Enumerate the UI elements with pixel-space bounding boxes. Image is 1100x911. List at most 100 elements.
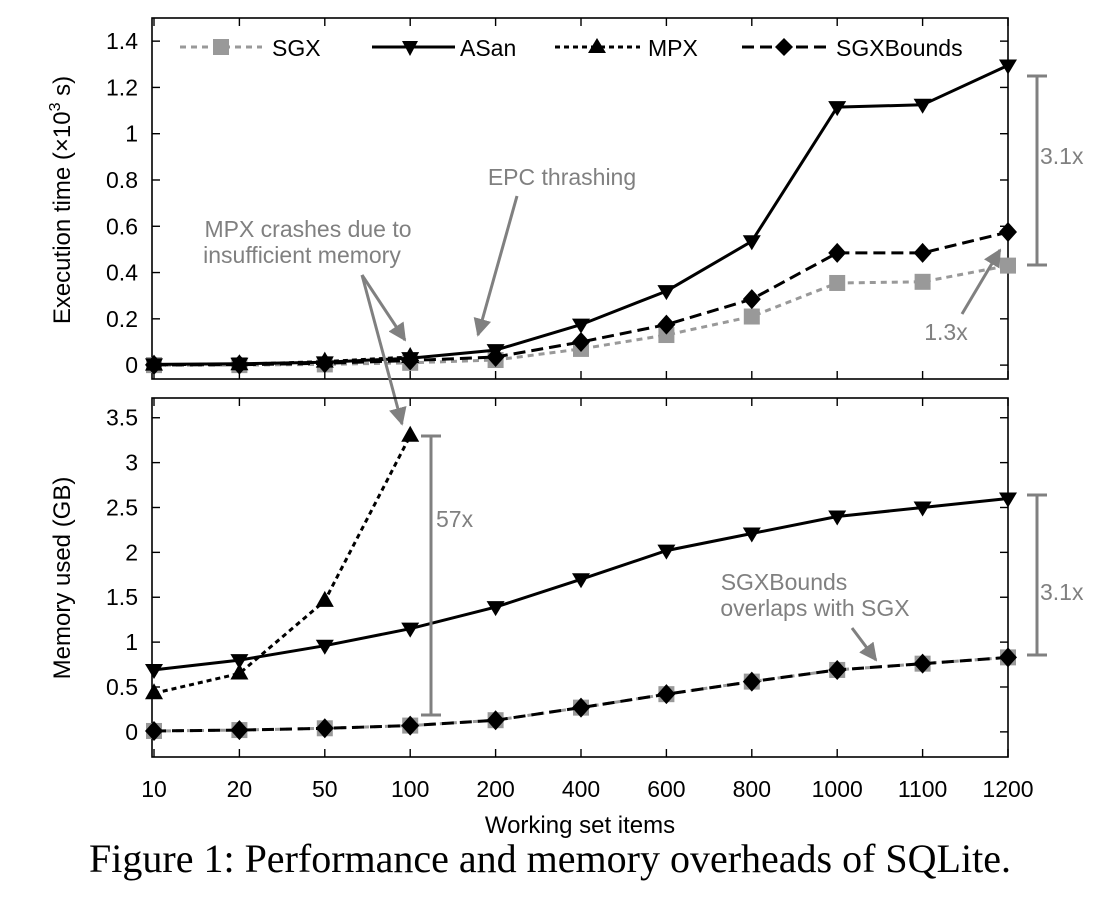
data-point-sgxbounds <box>999 647 1017 668</box>
data-point-mpx <box>315 590 334 607</box>
data-point-sgxbounds <box>742 671 761 692</box>
bottom-y-ticks: 0 0.5 1 1.5 2 2.5 3 3.5 <box>106 405 1008 745</box>
data-point-asan <box>572 573 590 589</box>
x-axis-ticks: 10 20 50 100 200 400 600 800 1000 1100 1200 <box>141 18 1034 802</box>
bottom-ratio-bracket <box>1027 493 1047 657</box>
data-point-sgxbounds <box>401 350 420 371</box>
bottom-ratio-label: 3.1x <box>1040 579 1084 605</box>
y-tick-label: 2 <box>125 539 138 565</box>
y-tick-label: 0 <box>125 352 138 378</box>
data-point-asan <box>999 59 1017 75</box>
legend-sgxbounds-marker <box>775 38 793 56</box>
mpx-crash-label-line1: MPX crashes due to <box>204 216 411 242</box>
y-tick-label: 0.8 <box>106 167 138 193</box>
legend-sgx-marker <box>213 39 229 55</box>
data-point-sgxbounds <box>657 314 676 335</box>
y-tick-label: 0.5 <box>106 674 138 700</box>
overlap-label-line2: overlaps with SGX <box>720 595 909 621</box>
data-point-sgxbounds <box>742 289 761 310</box>
x-tick-label: 400 <box>562 776 600 802</box>
bottom-series <box>145 425 1017 741</box>
data-point-sgxbounds <box>657 684 676 705</box>
x-tick-label: 800 <box>733 776 771 802</box>
data-point-sgxbounds <box>913 653 932 674</box>
y-tick-label: 0.6 <box>106 213 138 239</box>
x-tick-label: 1200 <box>982 776 1033 802</box>
data-point-sgx <box>914 273 931 290</box>
data-point-asan <box>999 492 1017 508</box>
legend-item-mpx: MPX <box>555 35 698 61</box>
data-point-sgxbounds <box>486 710 505 731</box>
data-point-sgxbounds <box>401 715 420 736</box>
data-point-asan <box>913 98 932 114</box>
x-tick-label: 600 <box>647 776 685 802</box>
data-point-asan <box>401 622 420 638</box>
x-tick-label: 20 <box>227 776 253 802</box>
data-point-sgxbounds <box>145 354 163 375</box>
data-point-sgxbounds <box>572 331 590 352</box>
data-point-asan <box>742 527 761 543</box>
mpx-crash-label-line2: insufficient memory <box>203 242 401 268</box>
legend-sgx-label: SGX <box>272 35 321 61</box>
legend-asan-marker <box>402 41 418 56</box>
y-tick-label: 1.4 <box>106 28 138 54</box>
mpx-crash-arrow-top <box>360 274 407 342</box>
sgxbounds-ratio-arrow <box>960 248 1002 315</box>
top-ratio-bracket <box>1027 74 1047 267</box>
data-point-sgxbounds <box>315 718 334 739</box>
data-point-sgxbounds <box>572 697 590 718</box>
bottom-y-axis-label: Memory used (GB) <box>49 477 76 680</box>
epc-thrashing-arrow <box>473 195 519 337</box>
data-point-sgxbounds <box>230 354 249 375</box>
memory-panel: 0 0.5 1 1.5 2 2.5 3 3.5 Memory used (GB) 57x 3.… <box>49 397 1084 758</box>
data-point-asan <box>657 544 676 560</box>
y-tick-label: 3 <box>125 450 138 476</box>
data-point-sgx <box>743 308 760 325</box>
data-point-sgxbounds <box>999 222 1017 243</box>
top-plot-frame <box>151 17 1009 380</box>
data-point-asan <box>657 285 676 301</box>
data-point-sgxbounds <box>828 242 847 263</box>
legend: SGX ASan MPX SGXBounds <box>180 35 963 61</box>
y-tick-label: 0 <box>125 719 138 745</box>
top-ratio-label: 3.1x <box>1040 143 1084 169</box>
x-tick-label: 100 <box>391 776 429 802</box>
data-point-asan <box>486 601 505 617</box>
data-point-sgxbounds <box>828 659 847 680</box>
mpx-ratio-label: 57x <box>436 506 474 532</box>
data-point-mpx <box>230 663 249 680</box>
y-tick-label: 1 <box>125 121 138 147</box>
data-point-asan <box>572 318 590 334</box>
data-point-asan <box>828 101 847 117</box>
data-point-asan <box>315 639 334 655</box>
overlap-label-line1: SGXBounds <box>721 569 848 595</box>
execution-time-panel: 0 0.2 0.4 0.6 0.8 1 1.2 1.4 Execution time (×10… <box>47 17 1084 426</box>
data-point-asan <box>742 235 761 251</box>
series-line-sgx <box>153 655 1009 733</box>
data-point-sgx <box>829 274 846 291</box>
series-line-sgxbounds <box>153 230 1009 367</box>
series-line-mpx <box>153 435 412 695</box>
top-y-axis-label: Execution time (×103 s) <box>47 76 76 324</box>
top-y-ticks: 0 0.2 0.4 0.6 0.8 1 1.2 1.4 <box>106 28 1008 378</box>
legend-mpx-label: MPX <box>648 35 698 61</box>
data-point-asan <box>145 663 163 679</box>
data-point-sgxbounds <box>486 347 505 368</box>
x-tick-label: 50 <box>312 776 338 802</box>
bottom-plot-frame <box>151 397 1009 758</box>
data-point-mpx <box>145 683 163 700</box>
y-tick-label: 0.4 <box>106 260 138 286</box>
sgxbounds-ratio-label: 1.3x <box>924 319 968 345</box>
x-axis-label: Working set items <box>485 812 675 839</box>
data-point-sgx <box>1000 257 1016 274</box>
data-point-sgxbounds <box>913 242 932 263</box>
legend-asan-label: ASan <box>460 35 516 61</box>
x-tick-label: 1000 <box>812 776 863 802</box>
legend-mpx-marker <box>588 38 606 53</box>
data-point-asan <box>230 654 249 670</box>
mpx-crash-arrow-bottom <box>360 274 407 426</box>
epc-thrashing-label: EPC thrashing <box>488 164 636 190</box>
data-point-asan <box>913 501 932 517</box>
x-tick-label: 1100 <box>898 776 947 802</box>
